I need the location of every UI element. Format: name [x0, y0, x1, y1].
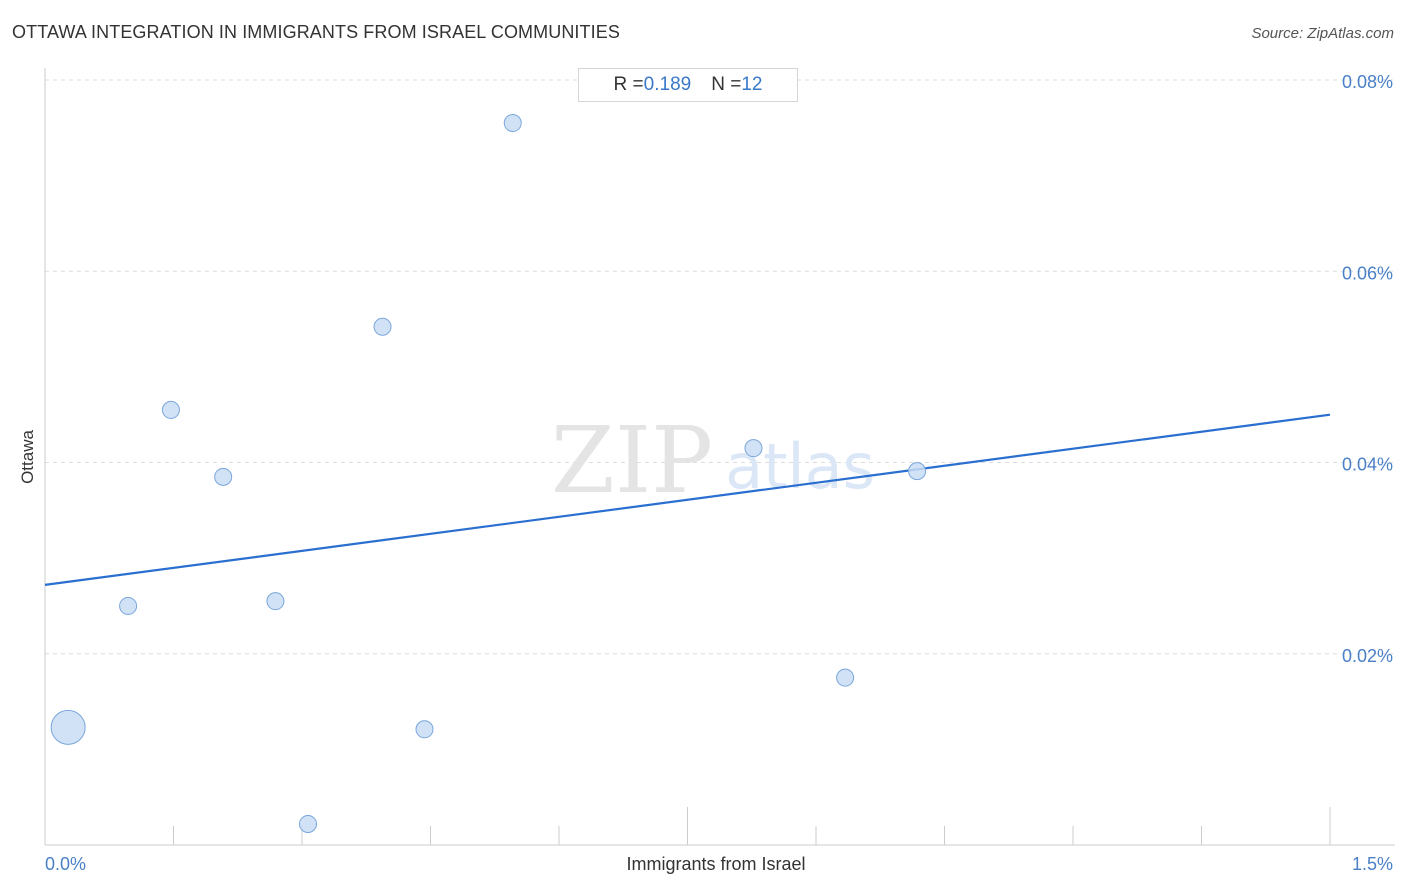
watermark-zip: ZIP [551, 407, 713, 514]
trend-line-group [44, 413, 1331, 586]
stats-box: R = 0.189 N = 12 [578, 68, 798, 102]
data-points [50, 114, 927, 833]
data-point-7 [415, 720, 434, 739]
r-value: 0.189 [643, 74, 692, 95]
data-point-6 [373, 317, 392, 336]
data-point-9 [744, 439, 763, 458]
data-point-4 [266, 592, 285, 611]
x-tick-label-0: 0.0% [45, 854, 86, 874]
y-tick-label-3: 0.08% [1342, 72, 1393, 92]
data-point-2 [161, 400, 180, 419]
x-tick-label-1: 1.5% [1352, 854, 1393, 874]
y-tick-label-2: 0.06% [1342, 263, 1393, 283]
tick-labels: 0.02% 0.04% 0.06% 0.08% 0.0% 1.5% [45, 72, 1393, 874]
trend-line [44, 413, 1331, 586]
data-point-8 [503, 114, 522, 133]
watermark: ZIP atlas [551, 407, 875, 514]
data-point-5 [298, 814, 317, 833]
grid-lines [45, 79, 1395, 655]
x-axis-label: Immigrants from Israel [626, 854, 805, 874]
n-label: N = [711, 74, 742, 95]
y-axis-label: Ottawa [18, 430, 37, 484]
y-tick-label-0: 0.02% [1342, 646, 1393, 666]
data-point-10 [836, 668, 855, 687]
data-point-1 [119, 596, 138, 615]
chart-title: OTTAWA INTEGRATION IN IMMIGRANTS FROM IS… [12, 22, 620, 42]
source-credit: Source: ZipAtlas.com [1251, 25, 1394, 42]
data-point-3 [214, 467, 233, 486]
data-point-0 [50, 709, 86, 745]
n-value: 12 [741, 74, 763, 95]
axes [44, 68, 1395, 846]
r-label: R = [613, 74, 644, 95]
y-tick-label-1: 0.04% [1342, 455, 1393, 475]
data-point-11 [908, 462, 927, 481]
